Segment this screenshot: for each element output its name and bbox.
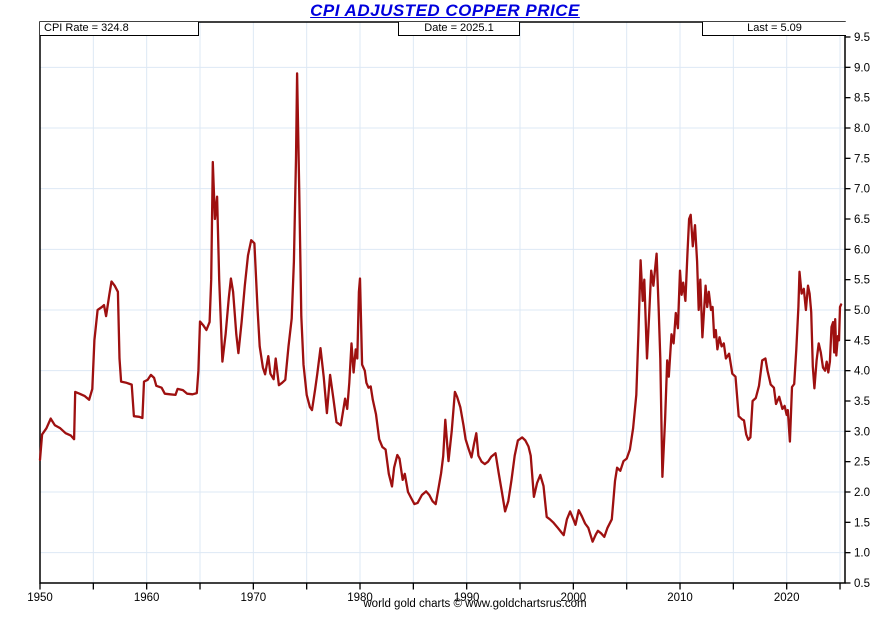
y-tick-label: 3.0 bbox=[854, 426, 870, 438]
plot-border bbox=[39, 21, 846, 584]
cpi-rate-label: CPI Rate = 324.8 bbox=[44, 22, 129, 34]
y-tick-label: 0.5 bbox=[854, 578, 870, 590]
date-label: Date = 2025.1 bbox=[424, 22, 494, 34]
y-tick-label: 7.0 bbox=[854, 184, 870, 196]
y-tick-label: 4.5 bbox=[854, 335, 870, 347]
y-tick-label: 6.0 bbox=[854, 244, 870, 256]
x-tick-label: 1970 bbox=[241, 592, 267, 604]
last-value-label: Last = 5.09 bbox=[747, 22, 802, 34]
y-tick-label: 5.5 bbox=[854, 275, 870, 287]
y-tick-label: 5.0 bbox=[854, 305, 870, 317]
price-line-path bbox=[38, 72, 843, 543]
date-label-box: Date = 2025.1 bbox=[398, 22, 520, 36]
x-tick-label: 1960 bbox=[134, 592, 160, 604]
y-tick-label: 8.5 bbox=[854, 93, 870, 105]
chart-credit: world gold charts © www.goldchartsrus.co… bbox=[363, 598, 587, 610]
y-tick-label: 2.0 bbox=[854, 487, 870, 499]
y-tick-label: 1.0 bbox=[854, 548, 870, 560]
x-tick-label: 2020 bbox=[774, 592, 800, 604]
x-tick-label: 1950 bbox=[27, 592, 53, 604]
y-tick-label: 1.5 bbox=[854, 517, 870, 529]
chart-title: CPI ADJUSTED COPPER PRICE bbox=[310, 1, 580, 20]
y-tick-label: 9.5 bbox=[854, 32, 870, 44]
y-tick-label: 2.5 bbox=[854, 457, 870, 469]
y-tick-label: 6.5 bbox=[854, 214, 870, 226]
x-tick-label: 2010 bbox=[667, 592, 693, 604]
last-value-label-box: Last = 5.09 bbox=[702, 22, 846, 36]
x-tick-label: 2000 bbox=[561, 592, 587, 604]
x-tick-label: 1990 bbox=[454, 592, 480, 604]
y-tick-label: 4.0 bbox=[854, 366, 870, 378]
y-tick-label: 7.5 bbox=[854, 153, 870, 165]
y-tick-label: 3.5 bbox=[854, 396, 870, 408]
y-tick-label: 8.0 bbox=[854, 123, 870, 135]
y-tick-label: 9.0 bbox=[854, 62, 870, 74]
x-tick-label: 1980 bbox=[347, 592, 373, 604]
cpi-rate-label-box: CPI Rate = 324.8 bbox=[40, 22, 199, 36]
